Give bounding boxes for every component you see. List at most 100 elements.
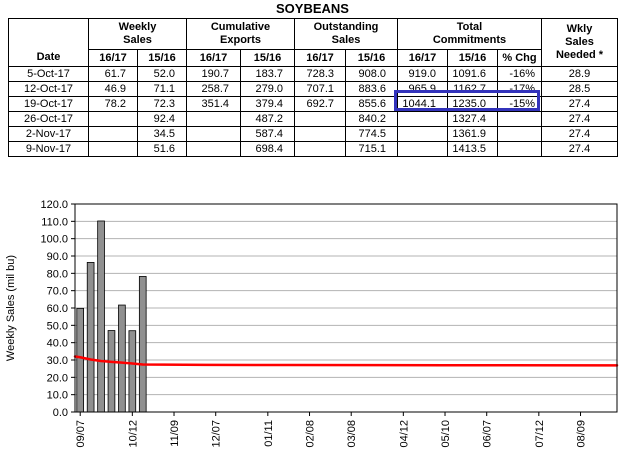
date-cell: 26-Oct-17 [8, 111, 89, 127]
value-cell [397, 111, 448, 127]
y-tick-label: 80.0 [47, 268, 68, 280]
value-cell: 27.4 [541, 126, 618, 142]
value-cell: 52.0 [137, 66, 187, 82]
value-cell: 715.1 [345, 141, 398, 157]
x-tick-label: 05/10 [440, 420, 452, 448]
value-cell: 1162.7 [447, 81, 498, 97]
y-tick-label: 30.0 [47, 355, 68, 367]
table-row: 5-Oct-17 61.7 52.0 190.7 183.7 728.3 908.0 919.… [8, 66, 618, 82]
table-row: 2-Nov-17 34.5 587.4 774.5 1361.9 27.4 [8, 126, 618, 142]
value-cell: -17% [497, 81, 542, 97]
value-cell: 78.2 [88, 96, 138, 112]
x-tick-label: 04/12 [398, 420, 410, 448]
subheader-ws-1617: 16/17 [88, 49, 138, 67]
y-tick-label: 0.0 [53, 407, 68, 419]
page-title: SOYBEANS [276, 1, 349, 16]
value-cell: -15% [497, 96, 542, 112]
weekly-sales-bar [97, 220, 105, 413]
value-cell: 965.9 [397, 81, 448, 97]
value-cell: 351.4 [186, 96, 241, 112]
value-cell: 1235.0 [447, 96, 498, 112]
cumulative-exports-group-header: Cumulative Exports [186, 18, 295, 50]
value-cell: 1361.9 [447, 126, 498, 142]
value-cell [397, 141, 448, 157]
group-label-line: Sales [123, 34, 152, 46]
value-cell [88, 141, 138, 157]
value-cell: 72.3 [137, 96, 187, 112]
subheader-row: 16/17 15/16 16/17 15/16 16/17 15/16 16/1… [9, 49, 618, 67]
value-cell: 27.4 [541, 141, 618, 157]
value-cell: 258.7 [186, 81, 241, 97]
value-cell: 51.6 [137, 141, 187, 157]
x-tick-label: 10/12 [127, 420, 139, 448]
value-cell: 908.0 [345, 66, 398, 82]
subheader-ce-1516: 15/16 [240, 49, 295, 67]
date-cell: 5-Oct-17 [8, 66, 89, 82]
table-row: 9-Nov-17 51.6 698.4 715.1 1413.5 27.4 [8, 141, 618, 157]
y-tick-label: 10.0 [47, 390, 68, 402]
value-cell: 840.2 [345, 111, 398, 127]
y-tick-label: 40.0 [47, 338, 68, 350]
value-cell: 1044.1 [397, 96, 448, 112]
wkly-sales-needed-header: Wkly Sales Needed * [541, 18, 618, 67]
table-row: 19-Oct-17 78.2 72.3 351.4 379.4 692.7 855.6 104… [8, 96, 618, 112]
value-cell: 728.3 [294, 66, 346, 82]
date-cell: 19-Oct-17 [8, 96, 89, 112]
x-tick-label: 08/09 [576, 420, 588, 448]
sales-needed-line [73, 355, 619, 367]
outstanding-sales-group-header: Outstanding Sales [294, 18, 398, 50]
date-column-header: Date [8, 18, 89, 67]
value-cell: 183.7 [240, 66, 295, 82]
value-cell: 692.7 [294, 96, 346, 112]
value-cell: 279.0 [240, 81, 295, 97]
x-tick-label: 11/09 [169, 420, 181, 447]
value-cell [397, 126, 448, 142]
value-cell: 855.6 [345, 96, 398, 112]
y-tick-label: 50.0 [47, 320, 68, 332]
group-label-line: Commitments [432, 34, 507, 46]
weekly-sales-bar [107, 330, 116, 413]
plot-border [74, 203, 618, 413]
total-commitments-group-header: Total Commitments [397, 18, 542, 50]
value-cell [497, 126, 542, 142]
value-cell [294, 141, 346, 157]
subheader-os-1516: 15/16 [345, 49, 398, 67]
subheader-tc-1516: 15/16 [447, 49, 498, 67]
x-tick-label: 06/07 [482, 420, 494, 448]
table-row: 12-Oct-17 46.9 71.1 258.7 279.0 707.1 883.6 965… [8, 81, 618, 97]
value-cell [186, 141, 241, 157]
y-tick-label: 120.0 [40, 199, 68, 211]
weekly-sales-bar [128, 330, 137, 413]
weekly-sales-bar [76, 307, 85, 413]
value-cell: 27.4 [541, 111, 618, 127]
value-cell: 1413.5 [447, 141, 498, 157]
value-cell: 190.7 [186, 66, 241, 82]
group-label-line: Wkly [566, 23, 593, 35]
value-cell: 883.6 [345, 81, 398, 97]
weekly-sales-bar [86, 262, 95, 413]
x-tick-label: 02/08 [305, 420, 317, 448]
value-cell: 774.5 [345, 126, 398, 142]
date-cell: 2-Nov-17 [8, 126, 89, 142]
value-cell [294, 111, 346, 127]
value-cell: 92.4 [137, 111, 187, 127]
weekly-sales-chart: 0.0 10.0 20.0 30.0 40.0 50.0 60.0 70.0 80.0 90.0 1… [5, 199, 619, 448]
x-tick-label: 09/07 [75, 420, 87, 448]
group-label-line: Weekly [118, 21, 157, 33]
value-cell: -16% [497, 66, 542, 82]
group-label-line: Total [456, 21, 483, 33]
subheader-os-1617: 16/17 [294, 49, 346, 67]
value-cell [497, 141, 542, 157]
x-tick-label: 07/12 [534, 420, 546, 448]
value-cell [186, 126, 241, 142]
value-cell: 707.1 [294, 81, 346, 97]
y-tick-label: 110.0 [41, 216, 68, 228]
group-label-line: Cumulative [210, 21, 271, 33]
date-cell: 9-Nov-17 [8, 141, 89, 157]
group-label-line: Needed * [555, 49, 604, 61]
y-tick-label: 70.0 [47, 286, 68, 298]
y-tick-label: 100.0 [40, 234, 68, 246]
value-cell: 487.2 [240, 111, 295, 127]
value-cell [497, 111, 542, 127]
